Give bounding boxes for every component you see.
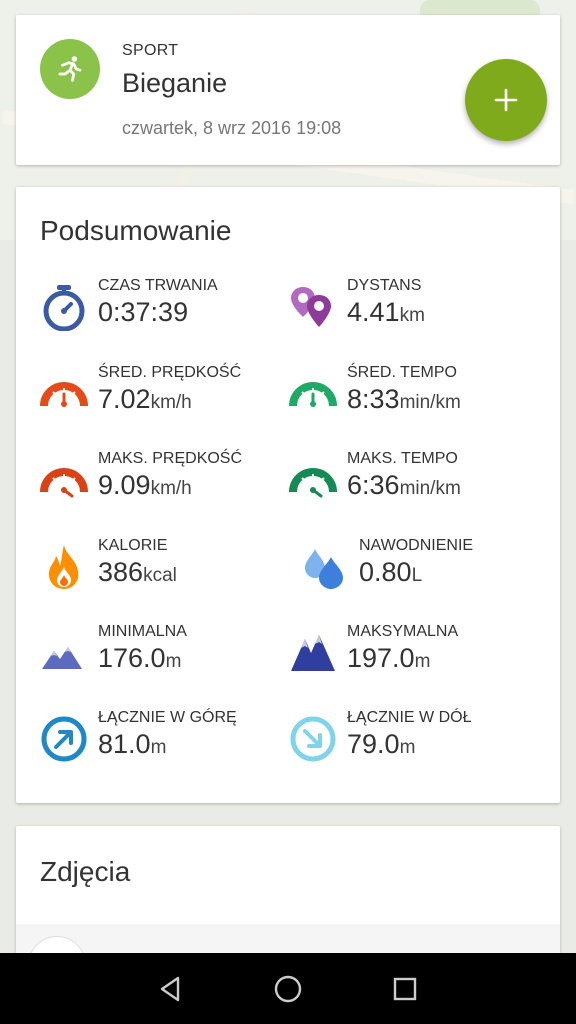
max-pace-gauge-icon (289, 468, 337, 498)
stat-value: 6:36min/km (347, 470, 461, 501)
sport-name: Bieganie (122, 68, 228, 98)
stat-unit: km/h (150, 478, 192, 499)
stat-calories: KALORIE 386kcal (40, 537, 290, 607)
stat-label: ŁĄCZNIE W GÓRĘ (98, 709, 237, 726)
stat-hydration: NAWODNIENIE 0.80L (301, 537, 551, 607)
back-button[interactable] (150, 969, 190, 1009)
stat-value: 81.0m (98, 729, 166, 760)
stat-duration: CZAS TRWANIA 0:37:39 (40, 277, 290, 347)
max-speedometer-icon (40, 468, 88, 498)
stat-number: 9.09 (98, 470, 151, 500)
stat-unit: min/km (399, 392, 461, 413)
stat-number: 386 (98, 557, 144, 587)
stat-value: 0.80L (359, 557, 422, 588)
photos-title: Zdjęcia (40, 856, 131, 887)
pace-gauge-icon (289, 382, 337, 407)
descent-icon (290, 716, 336, 762)
stat-max-elevation: MAKSYMALNA 197.0m (289, 623, 539, 693)
stat-label: MAKS. TEMPO (347, 450, 458, 467)
water-drops-icon (305, 549, 343, 589)
stat-label: ŚRED. PRĘDKOŚĆ (98, 364, 242, 381)
low-mountains-icon (42, 647, 82, 669)
stat-avg-pace: ŚRED. TEMPO 8:33min/km (289, 364, 539, 434)
stat-number: 8:33 (347, 384, 400, 414)
plus-icon (494, 88, 518, 112)
high-mountains-icon (291, 635, 335, 671)
stat-label: NAWODNIENIE (359, 537, 474, 554)
summary-title: Podsumowanie (40, 215, 232, 246)
sport-avatar (40, 39, 100, 99)
stat-distance: DYSTANS 4.41km (289, 277, 539, 347)
stat-unit: km (399, 305, 425, 326)
stat-number: 176.0 (98, 643, 166, 673)
home-button[interactable] (268, 969, 308, 1009)
stat-unit: m (399, 737, 416, 758)
recents-icon (393, 977, 417, 1001)
stat-value: 8:33min/km (347, 384, 461, 415)
stat-unit: kcal (143, 565, 177, 586)
flame-icon (48, 545, 79, 589)
running-icon (58, 56, 82, 82)
stat-number: 0:37:39 (98, 297, 189, 327)
stat-unit: km/h (150, 392, 192, 413)
stat-max-speed: MAKS. PRĘDKOŚĆ 9.09km/h (40, 450, 290, 520)
stat-value: 79.0m (347, 729, 415, 760)
stat-total-descent: ŁĄCZNIE W DÓŁ 79.0m (289, 709, 539, 779)
stat-number: 79.0 (347, 729, 400, 759)
stat-label: CZAS TRWANIA (98, 277, 218, 294)
stat-unit: m (414, 651, 431, 672)
stat-number: 0.80 (359, 557, 412, 587)
system-navigation-bar (0, 953, 576, 1024)
stat-min-elevation: MINIMALNA 176.0m (40, 623, 290, 693)
ascent-icon (41, 716, 87, 762)
stat-value: 7.02km/h (98, 384, 192, 415)
add-button[interactable] (465, 59, 547, 141)
photos-card: Zdjęcia (16, 826, 560, 994)
stat-avg-speed: ŚRED. PRĘDKOŚĆ 7.02km/h (40, 364, 290, 434)
stat-number: 4.41 (347, 297, 400, 327)
stat-label: MAKSYMALNA (347, 623, 459, 640)
summary-card: Podsumowanie CZAS TRWANIA 0:37:39 DYSTAN… (16, 187, 560, 803)
stat-value: 0:37:39 (98, 297, 188, 328)
stat-unit: L (411, 565, 423, 586)
stat-label: KALORIE (98, 537, 168, 554)
stat-number: 7.02 (98, 384, 151, 414)
speedometer-icon (40, 382, 88, 407)
recents-button[interactable] (385, 969, 425, 1009)
stat-number: 81.0 (98, 729, 151, 759)
stat-unit: m (150, 737, 167, 758)
stat-label: ŚRED. TEMPO (347, 364, 457, 381)
map-pins-icon (291, 287, 331, 327)
home-icon (274, 975, 302, 1003)
stat-unit: m (165, 651, 182, 672)
activity-date: czwartek, 8 wrz 2016 19:08 (122, 118, 342, 138)
stat-unit: min/km (399, 478, 461, 499)
stat-label: DYSTANS (347, 277, 422, 294)
stat-label: MINIMALNA (98, 623, 187, 640)
stat-value: 386kcal (98, 557, 177, 588)
stat-number: 197.0 (347, 643, 415, 673)
stat-label: MAKS. PRĘDKOŚĆ (98, 450, 243, 467)
stat-value: 197.0m (347, 643, 430, 674)
stat-label: ŁĄCZNIE W DÓŁ (347, 709, 472, 726)
stat-max-pace: MAKS. TEMPO 6:36min/km (289, 450, 539, 520)
back-icon (160, 976, 180, 1002)
sport-label: SPORT (122, 42, 179, 59)
stat-number: 6:36 (347, 470, 400, 500)
stat-total-ascent: ŁĄCZNIE W GÓRĘ 81.0m (40, 709, 290, 779)
stat-value: 9.09km/h (98, 470, 192, 501)
stopwatch-icon (43, 285, 85, 331)
stat-value: 4.41km (347, 297, 425, 328)
stat-value: 176.0m (98, 643, 181, 674)
